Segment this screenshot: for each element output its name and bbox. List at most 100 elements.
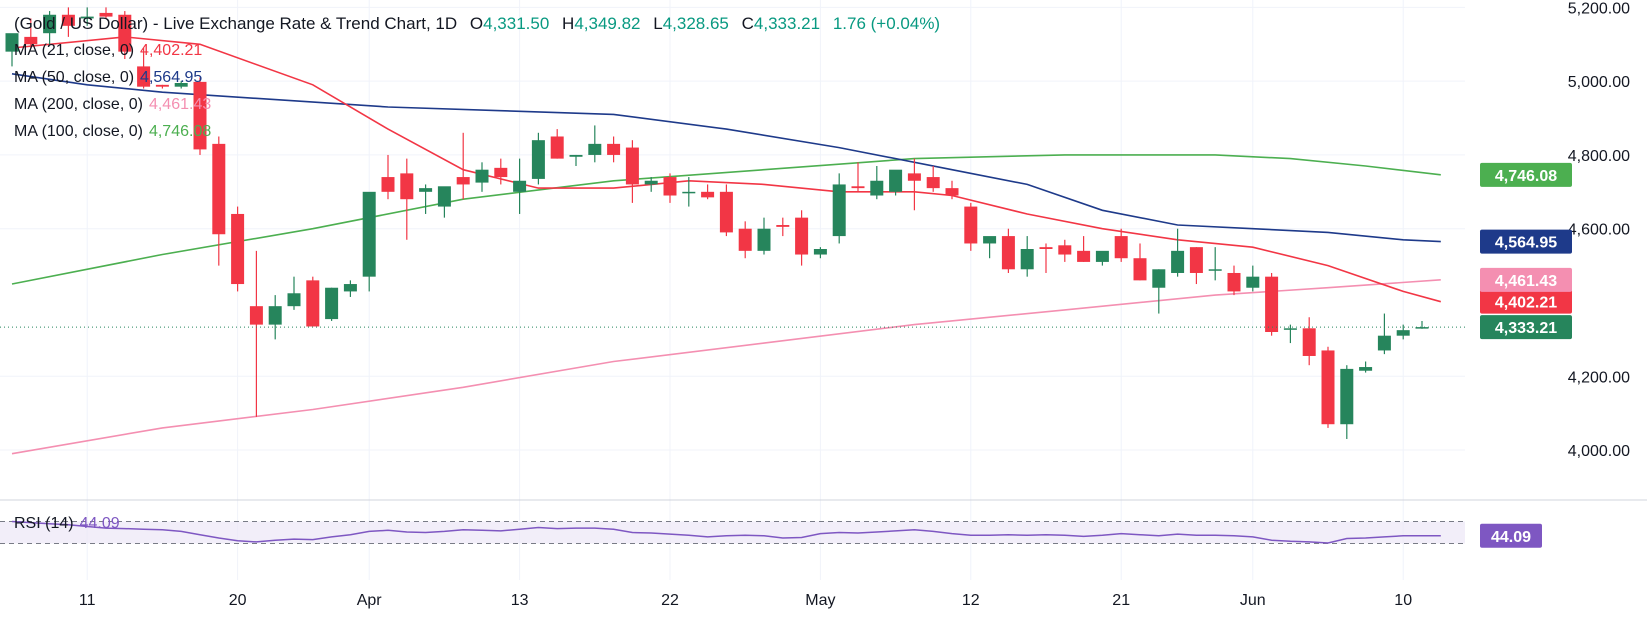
candle-body [362, 191, 376, 277]
candle-body [738, 228, 752, 251]
ma-100-badge-text: 4,746.08 [1495, 168, 1557, 185]
ma-200-line [11, 279, 1441, 455]
x-tick-label: 22 [661, 592, 679, 609]
ma-50-value: 4,564.95 [140, 69, 203, 86]
candle-body [983, 236, 997, 244]
x-tick-label: 11 [79, 592, 96, 609]
candle-body [513, 180, 527, 192]
candle-body [1340, 368, 1354, 425]
candle-body [381, 177, 395, 192]
y-tick-label: 4,000.00 [1568, 443, 1630, 460]
rsi-badge [1480, 523, 1542, 548]
ma-21-badge [1480, 289, 1572, 314]
candle-body [1377, 335, 1391, 351]
x-tick-label: 13 [511, 592, 529, 609]
y-tick-label: 4,200.00 [1568, 369, 1630, 386]
rsi-band [0, 521, 1465, 544]
candle-body [926, 177, 940, 189]
change-value: 1.76 (+0.04%) [832, 14, 941, 33]
candle-body [268, 306, 282, 325]
candle-body [24, 36, 38, 45]
candle-body [776, 225, 790, 227]
ma-50-badge-text: 4,564.95 [1495, 235, 1557, 252]
candle-body [682, 191, 696, 194]
rsi-line [11, 520, 1441, 544]
candle-body [625, 147, 639, 185]
ma-50-legend[interactable]: MA (50, close, 0) 4,564.95 [14, 69, 202, 87]
candle-body [1171, 250, 1185, 273]
candle-body [795, 217, 809, 255]
candle-body [61, 14, 75, 26]
candle-body [569, 154, 583, 157]
candle-body [832, 184, 846, 237]
candle-body [118, 14, 132, 52]
candle-body [1283, 328, 1297, 330]
candle-body [1077, 250, 1091, 262]
candle-body [475, 169, 489, 183]
rsi-label: RSI (14) [14, 515, 74, 532]
candle-body [1321, 350, 1335, 425]
ma-21-badge-text: 4,402.21 [1495, 295, 1557, 312]
candle-body [663, 177, 677, 196]
ma-21-label: MA (21, close, 0) [14, 42, 135, 59]
ma-100-value: 4,746.08 [148, 123, 212, 140]
candle-body [1396, 330, 1410, 336]
ma-21-legend[interactable]: MA (21, close, 0) 4,402.21 [14, 42, 202, 60]
candle-body [531, 140, 545, 179]
open-value: 4,331.50 [483, 14, 550, 33]
ma-200-legend[interactable]: MA (200, close, 0) 4,461.43 [14, 96, 211, 114]
candle-body [1265, 276, 1279, 332]
candle-body [99, 12, 113, 17]
candle-body [231, 213, 245, 285]
candle-body [1227, 272, 1241, 292]
symbol-title: (Gold / US Dollar) - Live Exchange Rate … [14, 14, 458, 33]
candle-body [1415, 327, 1429, 329]
candle-body [701, 191, 715, 198]
candle-body [419, 188, 433, 192]
x-tick-label: May [805, 592, 835, 609]
ma-100-label: MA (100, close, 0) [14, 123, 143, 140]
chart-header: (Gold / US Dollar) - Live Exchange Rate … [14, 14, 940, 34]
ma-200-value: 4,461.43 [148, 96, 212, 113]
candle-body [607, 143, 621, 155]
candle-body [1114, 236, 1128, 259]
y-tick-label: 5,200.00 [1568, 0, 1630, 17]
candle-body [1039, 247, 1053, 249]
x-tick-label: 21 [1112, 592, 1130, 609]
candle-body [1189, 247, 1203, 273]
candle-body [1058, 245, 1072, 255]
ma-50-line [11, 73, 1441, 243]
candle-body [1359, 367, 1373, 371]
candle-body [249, 306, 263, 325]
candle-body [1208, 269, 1222, 271]
candle-body [870, 180, 884, 196]
ma-21-line [11, 36, 1442, 303]
candle-body [889, 169, 903, 192]
candle-body [813, 249, 827, 255]
candle-body [964, 206, 978, 244]
ma-200-label: MA (200, close, 0) [14, 96, 143, 113]
candle-body [287, 293, 301, 307]
ma-100-badge [1480, 162, 1572, 187]
ma-200-badge-text: 4,461.43 [1495, 273, 1557, 290]
ma-100-legend[interactable]: MA (100, close, 0) 4,746.08 [14, 123, 211, 141]
rsi-legend[interactable]: RSI (14) 44.09 [14, 515, 120, 533]
close-value: 4,333.21 [753, 14, 821, 33]
candle-body [456, 177, 470, 185]
candle-body [193, 81, 207, 150]
y-tick-label: 4,600.00 [1568, 222, 1630, 239]
ma-100-line [11, 154, 1441, 285]
candle-body [588, 143, 602, 155]
high-label: H [562, 14, 575, 33]
candle-body [437, 186, 451, 207]
candle-body [494, 167, 508, 178]
candle-body [1001, 236, 1015, 270]
ma-21-value: 4,402.21 [140, 42, 203, 59]
candle-body [1095, 250, 1109, 262]
candle-body [212, 143, 226, 235]
x-tick-label: Apr [357, 592, 383, 609]
candle-body [1133, 258, 1147, 281]
rsi-value: 44.09 [79, 515, 120, 532]
candle-body [343, 284, 357, 292]
